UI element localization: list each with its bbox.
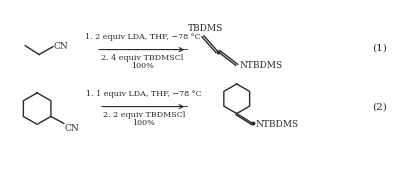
Text: 100%: 100% xyxy=(132,119,155,127)
Text: (2): (2) xyxy=(372,102,387,111)
Text: 2. 2 equiv TBDMSCl: 2. 2 equiv TBDMSCl xyxy=(103,111,185,119)
Text: TBDMS: TBDMS xyxy=(188,24,224,33)
Text: 2. 4 equiv TBDMSCl: 2. 4 equiv TBDMSCl xyxy=(101,54,184,62)
Text: 1. 2 equiv LDA, THF, −78 °C: 1. 2 equiv LDA, THF, −78 °C xyxy=(84,33,200,41)
Text: (1): (1) xyxy=(372,43,387,52)
Text: 100%: 100% xyxy=(131,62,154,70)
Text: NTBDMS: NTBDMS xyxy=(255,120,299,129)
Text: 1. 1 equiv LDA, THF, −78 °C: 1. 1 equiv LDA, THF, −78 °C xyxy=(86,90,202,98)
Text: CN: CN xyxy=(65,124,80,133)
Text: NTBDMS: NTBDMS xyxy=(240,61,283,70)
Text: CN: CN xyxy=(53,42,68,51)
